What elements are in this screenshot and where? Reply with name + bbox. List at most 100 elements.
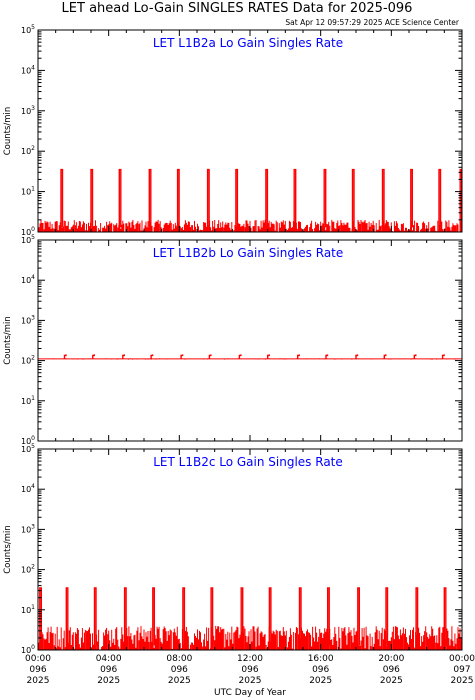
data-spike (150, 354, 154, 359)
data-spike (152, 587, 155, 650)
panel-title: LET L1B2c Lo Gain Singles Rate (153, 455, 343, 469)
x-tick-label-doy: 096 (100, 665, 117, 675)
y-tick-label: 103 (21, 523, 35, 534)
panel-1: 100 101 102 103 104 105 LET L1B2a Lo Gain Sing… (3, 24, 463, 237)
data-trace (37, 358, 463, 360)
data-spike (176, 168, 180, 232)
data-spike (90, 168, 94, 232)
y-tick-label: 101 (21, 395, 35, 406)
panel-2: 100 101 102 103 104 105 LET L1B2b Lo Gain Sing… (3, 234, 463, 446)
data-spike (413, 354, 417, 359)
data-spike (122, 354, 125, 359)
x-tick-label-time: 16:00 (308, 654, 334, 664)
y-tick-label: 103 (21, 314, 35, 325)
panel-title: LET L1B2a Lo Gain Singles Rate (153, 36, 343, 50)
panel-3: 100 101 102 103 104 105 LET L1B2c Lo Gain Sing… (3, 443, 463, 655)
data-spike (238, 354, 242, 359)
y-tick-label: 102 (21, 564, 35, 575)
y-axis-label: Counts/min (3, 107, 13, 156)
x-tick-label-time: 04:00 (96, 654, 122, 664)
data-spike (265, 168, 269, 232)
y-tick-label: 100 (21, 435, 35, 446)
data-spike (443, 587, 447, 650)
x-tick-label-time: 20:00 (378, 654, 404, 664)
data-spike (93, 587, 97, 650)
data-spike (298, 587, 302, 650)
x-tick-label-year: 2025 (451, 676, 474, 686)
y-tick-label: 104 (21, 483, 35, 494)
data-spike (355, 354, 359, 359)
y-tick-label: 104 (21, 274, 35, 285)
x-tick-label-time: 08:00 (166, 654, 192, 664)
x-tick-label-doy: 096 (383, 665, 400, 675)
y-tick-label: 100 (21, 226, 35, 237)
data-spike (210, 587, 214, 650)
data-spike (385, 587, 389, 650)
y-tick-label: 101 (21, 186, 35, 197)
x-tick-label-year: 2025 (309, 676, 332, 686)
x-tick-label-time: 00:00 (25, 654, 51, 664)
panels: 100 101 102 103 104 105 LET L1B2a Lo Gain Sing… (3, 24, 463, 655)
data-spike (410, 168, 413, 232)
x-tick-label-doy: 096 (312, 665, 329, 675)
data-spike (438, 168, 442, 232)
chart-title: LET ahead Lo-Gain SINGLES RATES Data for… (62, 1, 413, 16)
data-spike (325, 354, 329, 359)
x-tick-label-doy: 096 (241, 665, 258, 675)
data-spike (415, 587, 419, 650)
panel-frame (37, 29, 463, 233)
data-spike (327, 587, 330, 650)
data-spike (383, 354, 387, 359)
data-spike (235, 168, 239, 232)
y-axis-label: Counts/min (3, 316, 13, 365)
x-tick-label-year: 2025 (97, 676, 120, 686)
x-tick-label-year: 2025 (27, 676, 50, 686)
data-spike (60, 168, 64, 232)
data-spike (357, 587, 360, 650)
panel-frame (37, 239, 463, 442)
y-tick-label: 104 (21, 64, 35, 75)
x-tick-label-year: 2025 (239, 676, 262, 686)
x-tick-label-year: 2025 (380, 676, 403, 686)
x-tick-label-time: 00:00 (449, 654, 475, 664)
data-spike (240, 587, 244, 650)
data-spike (182, 587, 186, 650)
y-tick-label: 101 (21, 604, 35, 615)
x-tick-label-doy: 096 (29, 665, 46, 675)
y-tick-label: 105 (21, 24, 35, 35)
y-tick-label: 102 (21, 355, 35, 366)
data-spike (351, 168, 355, 232)
data-spike (63, 354, 67, 359)
data-spike (180, 354, 184, 359)
y-tick-label: 105 (21, 443, 35, 454)
data-spike (441, 354, 445, 359)
data-spike (297, 354, 300, 359)
data-spike (148, 168, 152, 232)
generated-timestamp: Sat Apr 12 09:57:29 2025 ACE Science Cen… (285, 18, 459, 27)
y-tick-label: 100 (21, 644, 35, 655)
data-spike (267, 354, 270, 359)
data-spike (123, 587, 127, 650)
data-spike (92, 354, 95, 359)
y-tick-label: 102 (21, 145, 35, 156)
data-spike (293, 168, 297, 232)
panel-frame (37, 448, 463, 651)
x-axis: 00:00096202504:00096202508:00096202512:0… (25, 654, 475, 686)
x-tick-label-time: 12:00 (237, 654, 263, 664)
data-spike (381, 168, 385, 232)
y-axis-label: Counts/min (3, 525, 13, 574)
x-tick-label-doy: 097 (453, 665, 470, 675)
data-spike (323, 168, 327, 232)
data-spike (208, 354, 212, 359)
x-axis-label: UTC Day of Year (214, 688, 286, 698)
x-tick-label-year: 2025 (168, 676, 191, 686)
data-spike (268, 587, 272, 650)
panel-title: LET L1B2b Lo Gain Singles Rate (153, 246, 344, 260)
x-tick-label-doy: 096 (171, 665, 188, 675)
data-spike (118, 168, 122, 232)
y-tick-label: 103 (21, 105, 35, 116)
data-spike (65, 587, 69, 650)
data-spike (206, 168, 210, 232)
y-tick-label: 105 (21, 234, 35, 245)
